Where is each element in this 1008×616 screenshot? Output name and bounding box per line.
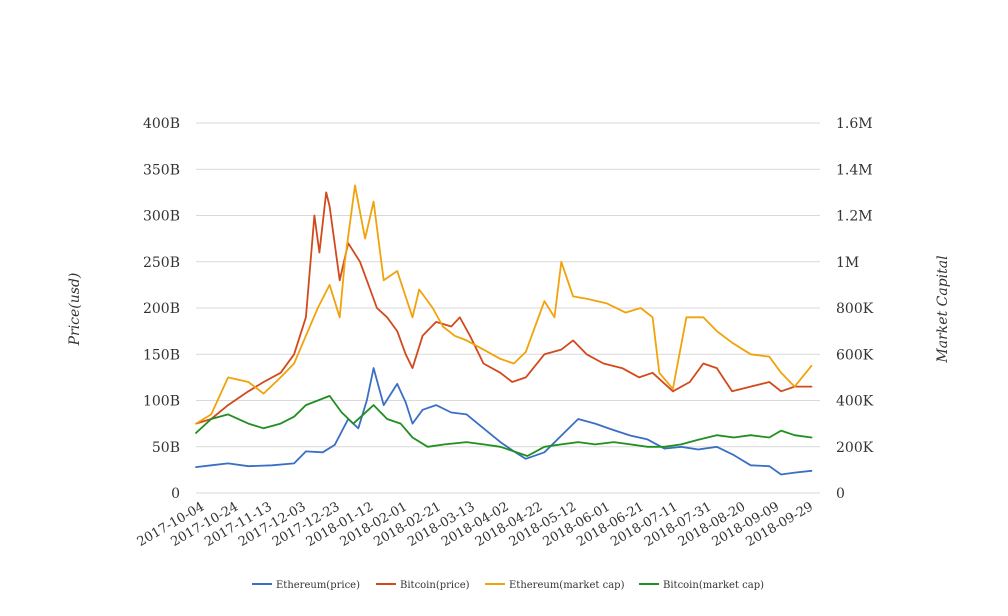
left-axis-title: Price(usd) (67, 273, 83, 347)
left-tick-label: 300B (143, 209, 180, 225)
series-lines (195, 184, 813, 476)
left-tick-label: 250B (143, 255, 180, 271)
right-tick-label: 1.2M (836, 209, 873, 225)
legend-label: Ethereum(market cap) (509, 580, 625, 591)
legend-label: Bitcoin(price) (400, 580, 470, 591)
left-tick-label: 150B (143, 347, 180, 363)
right-tick-label: 600K (836, 347, 874, 363)
series-line-bitcoin-price (195, 191, 813, 425)
left-axis-ticks: 0 50B 100B 150B 200B 250B 300B 350B 400B (143, 116, 180, 502)
left-tick-label: 0 (171, 486, 180, 502)
left-tick-label: 100B (143, 394, 180, 410)
left-tick-label: 350B (143, 162, 180, 178)
right-tick-label: 1M (836, 255, 859, 271)
right-tick-label: 1.4M (836, 162, 873, 178)
series-line-ethereum-price (195, 367, 813, 476)
right-tick-label: 1.6M (836, 116, 873, 132)
x-axis-ticks: 2017-10-042017-10-242017-11-132017-12-03… (135, 499, 816, 549)
series-line-ethereum-market-cap (195, 184, 813, 425)
series-line-bitcoin-market-cap (195, 394, 813, 457)
left-tick-label: 400B (143, 116, 180, 132)
legend: Ethereum(price) Bitcoin(price) Ethereum(ma… (252, 580, 764, 591)
right-tick-label: 400K (836, 394, 874, 410)
right-axis-ticks: 0 200K 400K 600K 800K 1M 1.2M 1.4M 1.6M (836, 116, 874, 502)
legend-label: Bitcoin(market cap) (663, 580, 764, 591)
left-tick-label: 200B (143, 301, 180, 317)
right-tick-label: 0 (836, 486, 845, 502)
right-axis-title: Market Capital (935, 255, 951, 363)
right-tick-label: 200K (836, 440, 874, 456)
left-tick-label: 50B (152, 440, 180, 456)
legend-label: Ethereum(price) (276, 580, 360, 591)
right-tick-label: 800K (836, 301, 874, 317)
gridlines (196, 122, 820, 494)
